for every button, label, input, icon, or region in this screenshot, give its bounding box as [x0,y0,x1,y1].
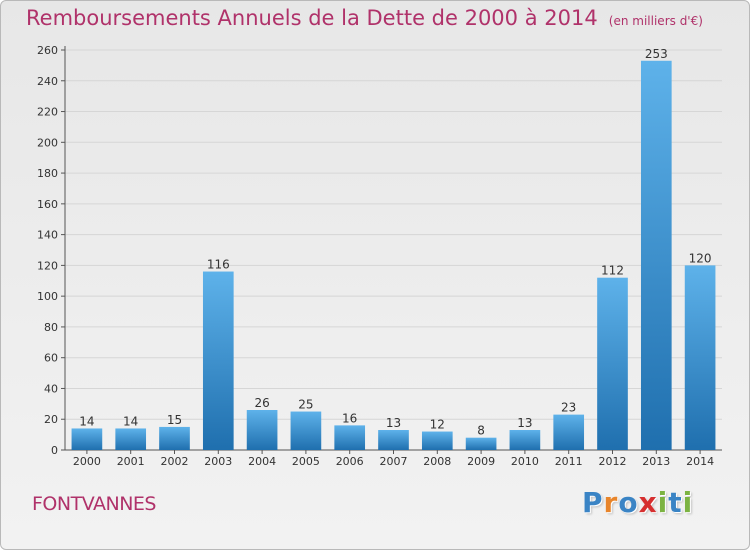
x-tick-label: 2005 [292,455,320,468]
y-tick-label: 0 [51,444,58,457]
bar-2014 [684,265,716,450]
x-tick-label: 2009 [467,455,495,468]
bar-2013 [640,60,672,451]
bar-2009 [465,437,497,450]
value-label: 12 [430,418,445,432]
x-tick-label: 2008 [423,455,451,468]
bar-2006 [334,425,366,450]
value-label: 253 [645,47,668,61]
y-tick-label: 60 [44,352,58,365]
proxiti-logo: Proxiti [582,486,693,519]
value-label: 13 [517,416,532,430]
value-label: 120 [689,251,712,265]
chart-title: Remboursements Annuels de la Dette de 20… [26,6,598,30]
logo-letter: i [682,486,694,519]
value-label: 112 [601,264,624,278]
y-tick-label: 100 [37,290,58,303]
y-tick-label: 200 [37,136,58,149]
bar-2000 [71,428,103,450]
y-tick-label: 40 [44,382,58,395]
bar-2011 [553,414,585,450]
y-tick-label: 160 [37,198,58,211]
bar-2010 [509,430,541,450]
bar-2007 [378,430,409,450]
bar-2003 [202,271,234,450]
chart-subtitle: (en milliers d'€) [608,14,703,28]
value-label: 15 [167,413,182,427]
y-tick-label: 240 [37,75,58,88]
bar-2012 [597,277,628,450]
logo-letter: o [618,486,639,519]
chart-title-row: Remboursements Annuels de la Dette de 20… [26,6,703,30]
value-label: 16 [342,411,357,425]
value-label: 116 [207,258,230,272]
x-tick-label: 2000 [73,455,101,468]
x-tick-label: 2012 [599,455,627,468]
x-tick-label: 2006 [336,455,364,468]
y-tick-label: 120 [37,259,58,272]
bar-2002 [159,426,190,450]
y-tick-label: 260 [37,44,58,57]
x-tick-label: 2011 [555,455,583,468]
value-label: 14 [79,414,94,428]
bar-2008 [421,431,453,450]
logo-letter: x [638,486,658,519]
town-name: FONTVANNES [32,493,156,515]
x-tick-label: 2007 [380,455,408,468]
logo-letter: i [657,486,669,519]
x-tick-label: 2003 [204,455,232,468]
logo-letter: P [582,486,604,519]
y-tick-label: 220 [37,106,58,119]
x-tick-label: 2010 [511,455,539,468]
value-label: 26 [254,396,269,410]
y-tick-label: 140 [37,229,58,242]
logo-letter: t [668,486,683,519]
x-tick-label: 2002 [161,455,189,468]
x-tick-label: 2013 [642,455,670,468]
x-tick-label: 2001 [117,455,145,468]
y-tick-label: 180 [37,167,58,180]
bar-2001 [115,428,147,450]
value-label: 14 [123,414,138,428]
bar-2005 [290,411,322,450]
y-tick-label: 80 [44,321,58,334]
value-label: 25 [298,398,313,412]
y-tick-label: 20 [44,413,58,426]
value-label: 13 [386,416,401,430]
value-label: 8 [477,424,485,438]
x-tick-label: 2004 [248,455,276,468]
logo-letter: r [603,486,619,519]
value-label: 23 [561,401,576,415]
bar-2004 [246,410,278,450]
x-tick-label: 2014 [686,455,714,468]
